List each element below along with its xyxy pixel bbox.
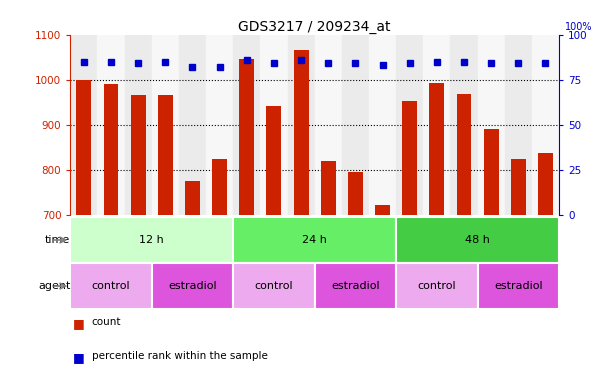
- Bar: [450, 35, 478, 215]
- Text: estradiol: estradiol: [494, 281, 543, 291]
- Bar: [396, 263, 478, 309]
- Text: control: control: [417, 281, 456, 291]
- Bar: [158, 96, 173, 215]
- Bar: [315, 35, 342, 215]
- Bar: [152, 263, 233, 309]
- Bar: [185, 181, 200, 215]
- Text: ■: ■: [73, 317, 85, 330]
- Bar: [348, 172, 363, 215]
- Bar: [342, 35, 369, 215]
- Bar: [478, 263, 559, 309]
- Text: control: control: [92, 281, 130, 291]
- Bar: [240, 60, 254, 215]
- Bar: [423, 35, 450, 215]
- Text: 48 h: 48 h: [465, 235, 490, 245]
- Bar: [206, 35, 233, 215]
- Text: time: time: [45, 235, 70, 245]
- Text: ■: ■: [73, 351, 85, 364]
- Bar: [212, 159, 227, 215]
- Bar: [369, 35, 396, 215]
- Text: 24 h: 24 h: [302, 235, 327, 245]
- Text: 12 h: 12 h: [139, 235, 164, 245]
- Bar: [511, 159, 526, 215]
- Text: count: count: [92, 317, 121, 327]
- Bar: [70, 217, 233, 263]
- Text: agent: agent: [38, 281, 70, 291]
- Bar: [152, 35, 179, 215]
- Bar: [76, 80, 91, 215]
- Bar: [266, 106, 282, 215]
- Bar: [70, 35, 97, 215]
- Bar: [396, 35, 423, 215]
- Text: estradiol: estradiol: [331, 281, 379, 291]
- Text: percentile rank within the sample: percentile rank within the sample: [92, 351, 268, 361]
- Bar: [321, 161, 335, 215]
- Bar: [294, 50, 309, 215]
- Bar: [125, 35, 152, 215]
- Bar: [538, 153, 553, 215]
- Bar: [505, 35, 532, 215]
- Bar: [233, 35, 260, 215]
- Bar: [484, 129, 499, 215]
- Bar: [456, 94, 472, 215]
- Title: GDS3217 / 209234_at: GDS3217 / 209234_at: [238, 20, 391, 33]
- Bar: [97, 35, 125, 215]
- Bar: [430, 83, 444, 215]
- Bar: [131, 96, 145, 215]
- Bar: [532, 35, 559, 215]
- Bar: [233, 263, 315, 309]
- Bar: [396, 217, 559, 263]
- Bar: [233, 217, 396, 263]
- Bar: [402, 101, 417, 215]
- Text: 100%: 100%: [565, 22, 592, 32]
- Bar: [260, 35, 288, 215]
- Bar: [70, 263, 152, 309]
- Bar: [103, 84, 119, 215]
- Bar: [315, 263, 396, 309]
- Bar: [179, 35, 206, 215]
- Bar: [478, 35, 505, 215]
- Text: control: control: [255, 281, 293, 291]
- Text: estradiol: estradiol: [168, 281, 217, 291]
- Bar: [375, 205, 390, 215]
- Bar: [288, 35, 315, 215]
